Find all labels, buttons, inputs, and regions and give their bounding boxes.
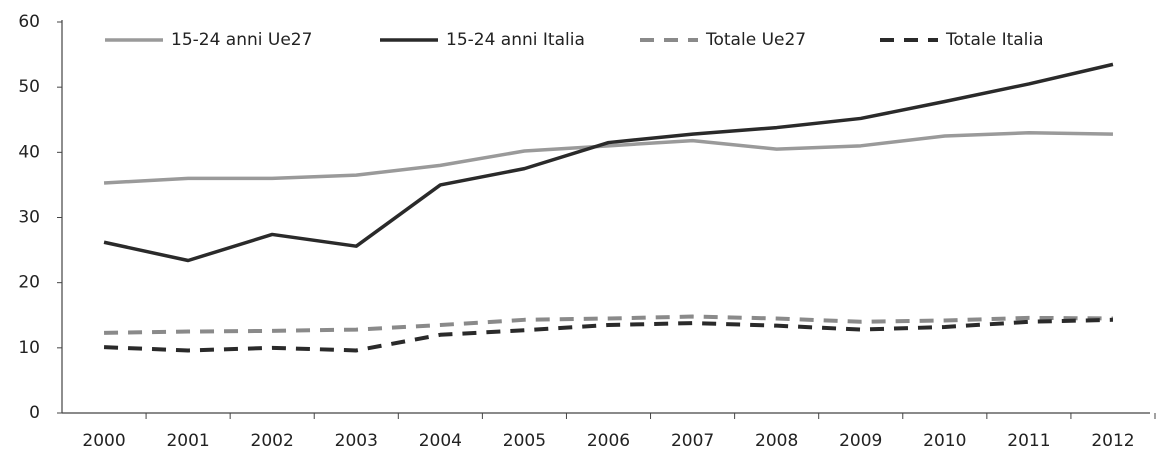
x-tick-label: 2008 xyxy=(755,431,798,451)
x-tick-label: 2011 xyxy=(1007,431,1050,451)
x-tick-label: 2000 xyxy=(82,431,125,451)
x-tick-label: 2007 xyxy=(671,431,714,451)
series-line xyxy=(103,131,1113,185)
y-tick-label: 50 xyxy=(18,77,40,97)
x-tick-label: 2003 xyxy=(335,431,378,451)
x-tick-label: 2010 xyxy=(923,431,966,451)
legend-label: 15-24 anni Ue27 xyxy=(171,30,312,50)
series-line xyxy=(103,317,1114,353)
x-tick-label: 2006 xyxy=(587,431,630,451)
y-tick-label: 20 xyxy=(18,273,40,293)
x-tick-label: 2002 xyxy=(251,431,294,451)
y-tick-label: 40 xyxy=(18,142,40,162)
series-line xyxy=(103,62,1114,263)
y-tick-label: 30 xyxy=(18,208,40,228)
legend-label: 15-24 anni Italia xyxy=(446,30,585,50)
series-line xyxy=(104,314,1113,335)
y-tick-label: 0 xyxy=(29,403,40,423)
x-tick-label: 2004 xyxy=(419,431,462,451)
y-tick-label: 60 xyxy=(18,12,40,32)
x-tick-label: 2012 xyxy=(1091,431,1134,451)
legend-label: Totale Ue27 xyxy=(705,30,806,50)
y-tick-label: 10 xyxy=(18,338,40,358)
legend-label: Totale Italia xyxy=(945,30,1044,50)
x-tick-label: 2001 xyxy=(166,431,209,451)
x-tick-label: 2009 xyxy=(839,431,882,451)
x-tick-label: 2005 xyxy=(503,431,546,451)
